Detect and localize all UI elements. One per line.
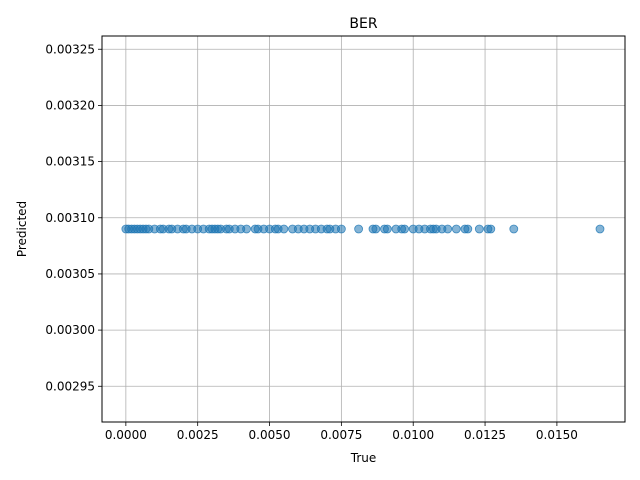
y-tick-label: 0.00305	[45, 267, 95, 281]
y-tick-label: 0.00300	[45, 323, 95, 337]
data-point	[595, 224, 605, 234]
x-tick-label: 0.0075	[320, 428, 362, 442]
data-point	[486, 224, 496, 234]
x-tick-label: 0.0025	[177, 428, 219, 442]
axes-frame	[101, 35, 626, 423]
x-tick-label: 0.0100	[392, 428, 434, 442]
data-point	[400, 224, 409, 234]
x-tick-label: 0.0000	[105, 428, 147, 442]
data-point	[451, 224, 461, 234]
x-tick-label: 0.0125	[464, 428, 506, 442]
data-point	[474, 224, 484, 234]
y-tick-label: 0.00320	[45, 98, 95, 112]
data-point	[371, 224, 381, 234]
y-axis-label: Predicted	[15, 201, 29, 257]
y-tick-label: 0.00295	[45, 379, 95, 393]
data-point	[463, 224, 473, 234]
chart-title: BER	[349, 16, 377, 32]
x-tick-label: 0.0150	[536, 428, 578, 442]
data-point	[242, 224, 251, 234]
data-points	[121, 224, 605, 234]
data-point	[509, 224, 519, 234]
data-point	[382, 224, 392, 234]
data-point	[354, 224, 364, 234]
x-axis-ticks: 0.0000 0.0025 0.0050 0.0075 0.0100 0.0125 0.01…	[105, 422, 578, 442]
data-point	[443, 224, 453, 234]
x-axis-label: True	[350, 451, 377, 465]
y-tick-label: 0.00310	[45, 211, 95, 225]
data-point	[336, 224, 346, 234]
y-tick-label: 0.00315	[45, 155, 95, 169]
x-tick-label: 0.0050	[249, 428, 291, 442]
y-tick-label: 0.00325	[45, 42, 95, 56]
y-axis-ticks: 0.00295 0.00300 0.00305 0.00310 0.00315 0.003…	[45, 42, 102, 393]
data-point	[279, 224, 289, 234]
